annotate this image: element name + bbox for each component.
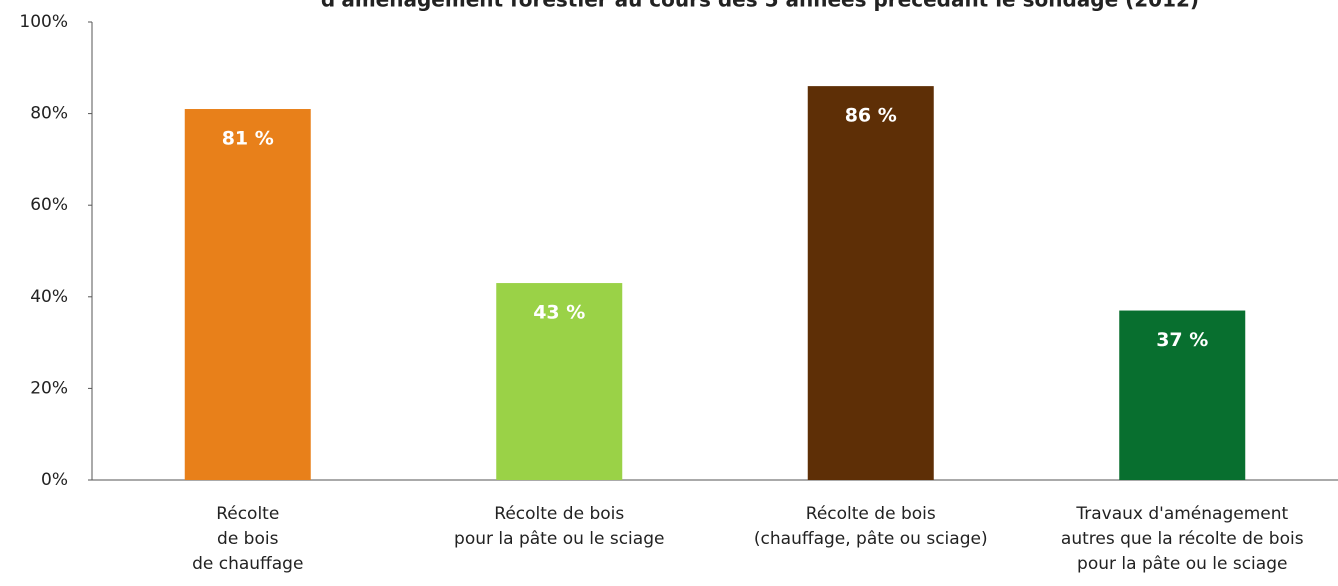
x-tick-label: Récolte de bois xyxy=(494,504,624,524)
x-tick-label: (chauffage, pâte ou sciage) xyxy=(754,529,988,549)
y-tick-label: 40% xyxy=(30,287,68,307)
y-tick-label: 60% xyxy=(30,195,68,215)
bar xyxy=(807,86,934,481)
x-tick-label: Récolte de bois xyxy=(806,504,936,524)
bar xyxy=(1119,310,1246,480)
chart-title: d'aménagement forestier au cours des 5 a… xyxy=(321,0,1199,12)
y-tick-label: 20% xyxy=(30,378,68,398)
x-tick-label: de chauffage xyxy=(192,554,303,574)
x-tick-label: Travaux d'aménagement xyxy=(1075,504,1288,524)
y-tick-label: 80% xyxy=(30,104,68,124)
value-label: 37 % xyxy=(1156,329,1208,351)
x-tick-label: Récolte xyxy=(216,504,279,524)
x-tick-label: pour la pâte ou le sciage xyxy=(454,529,664,549)
value-label: 81 % xyxy=(222,128,274,150)
value-label: 86 % xyxy=(845,105,897,127)
value-label: 43 % xyxy=(533,302,585,324)
y-tick-label: 0% xyxy=(41,470,68,490)
bar xyxy=(496,283,623,480)
x-tick-label: de bois xyxy=(217,529,279,549)
x-tick-label: pour la pâte ou le sciage xyxy=(1077,554,1287,574)
y-tick-label: 100% xyxy=(19,12,68,32)
bar xyxy=(184,109,311,481)
x-tick-label: autres que la récolte de bois xyxy=(1061,529,1304,549)
